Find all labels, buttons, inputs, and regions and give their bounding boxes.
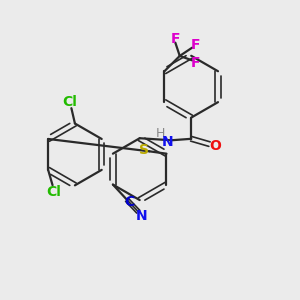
Text: F: F xyxy=(171,32,180,46)
Text: N: N xyxy=(162,135,173,149)
Text: H: H xyxy=(156,127,166,140)
Text: C: C xyxy=(124,195,134,209)
Text: F: F xyxy=(191,38,200,52)
Text: N: N xyxy=(136,209,148,223)
Text: Cl: Cl xyxy=(46,185,62,199)
Text: O: O xyxy=(209,139,221,153)
Text: S: S xyxy=(139,143,149,158)
Text: F: F xyxy=(191,56,200,70)
Text: Cl: Cl xyxy=(62,95,77,109)
